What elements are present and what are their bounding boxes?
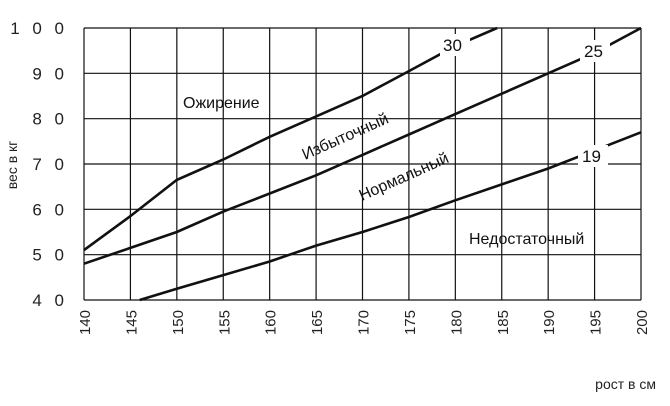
series-label-25: 25	[584, 42, 603, 61]
series-lines	[83, 26, 642, 302]
x-tick-label: 190	[541, 310, 558, 335]
y-tick-label: 1 0 0	[10, 19, 68, 38]
series-label-19: 19	[582, 147, 601, 166]
series-line-25	[83, 26, 642, 265]
series-line-30	[83, 26, 498, 252]
y-tick-label: 9 0	[32, 64, 68, 83]
x-tick-label: 170	[356, 310, 373, 335]
label-bg-30	[440, 34, 470, 56]
region-label-normal: Нормальный	[357, 150, 452, 205]
x-tick-label: 180	[448, 310, 465, 335]
x-tick-label: 185	[495, 310, 512, 335]
region-label-obesity: Ожирение	[183, 95, 260, 112]
y-tick-label: 7 0	[32, 155, 68, 174]
x-tick-label: 150	[170, 310, 187, 335]
series-label-30: 30	[443, 36, 462, 55]
x-tick-label: 195	[588, 310, 605, 335]
y-tick-label: 5 0	[32, 246, 68, 265]
y-axis-label: вес в кг	[4, 141, 20, 190]
x-axis-label: рост в см	[595, 376, 656, 392]
x-tick-label: 145	[123, 310, 140, 335]
region-label-underweight: Недостаточный	[469, 231, 584, 248]
x-tick-label: 155	[216, 310, 233, 335]
x-tick-label: 165	[309, 310, 326, 335]
y-tick-label: 6 0	[32, 200, 68, 219]
y-tick-label: 4 0	[32, 291, 68, 310]
tick-labels: 140 145 150 155 160 165 170 175 180 185 190 195 200 4…	[10, 19, 651, 335]
series-line-19	[139, 131, 642, 302]
x-tick-label: 160	[263, 310, 280, 335]
label-bg-25	[580, 40, 610, 62]
y-tick-label: 8 0	[32, 110, 68, 129]
x-tick-label: 140	[77, 310, 94, 335]
x-tick-label: 200	[634, 310, 651, 335]
label-bg-19	[578, 145, 608, 167]
x-tick-label: 175	[402, 310, 419, 335]
